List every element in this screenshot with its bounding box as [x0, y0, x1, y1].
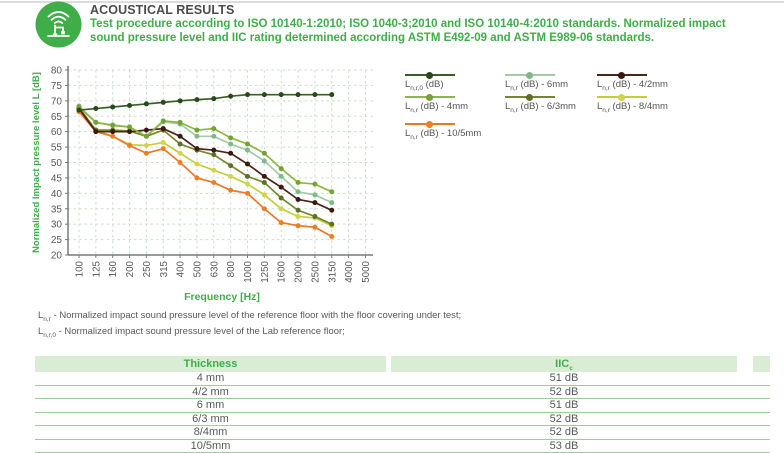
svg-text:1600: 1600	[277, 260, 288, 282]
table-row: 10/5mm 53 dB	[35, 440, 770, 453]
svg-text:250: 250	[142, 260, 153, 277]
iic-cell: 53 dB	[549, 439, 579, 452]
legend-label: Ln,r (dB) - 4mm	[405, 101, 469, 114]
svg-text:2500: 2500	[310, 260, 321, 282]
svg-text:45: 45	[51, 173, 63, 184]
svg-text:50: 50	[51, 158, 63, 169]
iic-cell: 51 dB	[549, 399, 579, 411]
table-body: 4 mm 51 dB 4/2 mm 52 dB 6 mm 51 dB 6/3 mm 52 dB…	[35, 372, 770, 453]
table-header-iic: IICc	[391, 356, 737, 372]
svg-text:400: 400	[176, 260, 187, 277]
iic-cell: 52 dB	[549, 412, 579, 425]
table-header-thickness: Thickness	[35, 356, 386, 372]
legend-item: Ln,r (dB) - 4mm	[405, 92, 520, 114]
svg-text:160: 160	[108, 260, 119, 277]
iic-cell: 52 dB	[549, 426, 579, 438]
section-description: Test procedure according to ISO 10140-1:…	[90, 18, 726, 44]
svg-text:800: 800	[226, 260, 237, 277]
chart-footnotes: Ln,r - Normalized impact sound pressure …	[38, 310, 461, 343]
legend-label: Ln,r (dB) - 4/2mm	[597, 79, 668, 92]
legend-label: Ln,r (dB) - 6/3mm	[505, 101, 576, 114]
svg-text:30: 30	[51, 220, 63, 231]
top-divider	[0, 1, 784, 3]
table-header-stub	[753, 356, 770, 372]
legend-label: Ln,r,0 (dB)	[405, 79, 444, 92]
legend-item: Ln,r,0 (dB)	[405, 70, 520, 92]
thickness-cell: 6 mm	[196, 399, 225, 411]
iic-cell: 52 dB	[549, 385, 579, 398]
legend-label: Ln,r (dB) - 8/4mm	[597, 101, 668, 114]
table-row: 6/3 mm 52 dB	[35, 412, 770, 426]
svg-text:3150: 3150	[327, 260, 338, 282]
legend-label: Ln,r (dB) - 6mm	[505, 79, 569, 92]
legend-item: Ln,r (dB) - 4/2mm	[597, 70, 712, 92]
svg-text:125: 125	[91, 260, 102, 277]
table-row: 8/4mm 52 dB	[35, 426, 770, 440]
thickness-cell: 4/2 mm	[192, 385, 229, 398]
legend-item: Ln,r (dB) - 6mm	[505, 70, 620, 92]
svg-text:25: 25	[51, 235, 63, 246]
svg-text:5000: 5000	[361, 260, 372, 282]
svg-text:500: 500	[192, 260, 203, 277]
footnote-line: Ln,r - Normalized impact sound pressure …	[38, 310, 462, 323]
svg-text:75: 75	[51, 81, 63, 92]
svg-text:2000: 2000	[294, 260, 305, 282]
thickness-cell: 6/3 mm	[192, 412, 229, 425]
iic-results-table: Thickness IICc 4 mm 51 dB 4/2 mm 52 dB 6 mm 5…	[35, 356, 770, 453]
svg-text:35: 35	[51, 204, 63, 215]
svg-text:65: 65	[51, 112, 63, 123]
svg-text:40: 40	[51, 189, 63, 200]
svg-text:1250: 1250	[260, 260, 271, 282]
legend-item: Ln,r (dB) - 10/5mm	[405, 119, 520, 141]
iic-cell: 51 dB	[549, 372, 579, 384]
svg-text:4000: 4000	[344, 260, 355, 282]
legend-item: Ln,r (dB) - 6/3mm	[505, 92, 620, 114]
table-row: 6 mm 51 dB	[35, 399, 770, 413]
table-row: 4/2 mm 52 dB	[35, 385, 770, 399]
thickness-cell: 10/5mm	[190, 439, 231, 452]
svg-text:70: 70	[51, 96, 63, 107]
svg-text:Frequency [Hz]: Frequency [Hz]	[184, 291, 260, 303]
svg-text:80: 80	[51, 66, 63, 77]
thickness-cell: 4 mm	[196, 372, 225, 384]
svg-text:55: 55	[51, 143, 63, 154]
svg-text:200: 200	[125, 260, 136, 277]
svg-text:Normalized Impact pressure lev: Normalized Impact pressure level L [dB]	[31, 72, 42, 253]
legend-label: Ln,r (dB) - 10/5mm	[405, 128, 482, 141]
svg-text:20: 20	[51, 251, 63, 262]
svg-text:100: 100	[75, 260, 86, 277]
svg-text:1000: 1000	[243, 260, 254, 282]
legend-item: Ln,r (dB) - 8/4mm	[597, 92, 712, 114]
table-row: 4 mm 51 dB	[35, 372, 770, 386]
footnote-line: Ln,r,0 - Normalized impact sound pressur…	[38, 326, 345, 340]
table-header-row: Thickness IICc	[35, 356, 770, 372]
svg-text:315: 315	[159, 260, 170, 277]
thickness-cell: 8/4mm	[193, 426, 228, 438]
impact-sound-icon	[35, 1, 82, 48]
chart-legend: Ln,r,0 (dB) Ln,r (dB) - 6mm Ln,r (dB) - 4/…	[405, 70, 750, 150]
section-title: ACOUSTICAL RESULTS	[90, 3, 235, 17]
svg-text:60: 60	[51, 127, 63, 138]
svg-text:630: 630	[209, 260, 220, 277]
impact-sound-level-chart: 20 25 30 35 40 45 50 55 60 65 70 75 80 100 125 160 200 25…	[31, 66, 373, 303]
